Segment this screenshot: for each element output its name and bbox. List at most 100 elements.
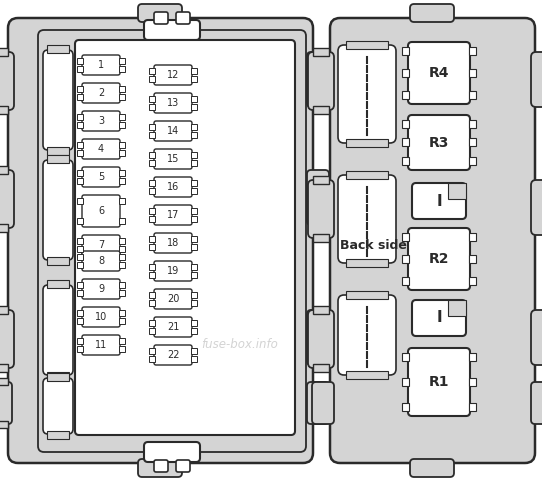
FancyBboxPatch shape (531, 382, 542, 424)
Bar (191, 264, 197, 270)
FancyBboxPatch shape (43, 285, 73, 375)
FancyBboxPatch shape (82, 195, 120, 227)
Bar (119, 318, 125, 324)
Bar (313, 48, 329, 56)
Bar (191, 104, 197, 110)
Text: 9: 9 (98, 284, 104, 294)
Text: fuse-box.info: fuse-box.info (202, 339, 279, 352)
Text: I: I (436, 310, 442, 326)
Bar (402, 277, 409, 285)
Bar (191, 348, 197, 354)
FancyBboxPatch shape (0, 52, 14, 110)
Bar (469, 233, 476, 241)
Bar (119, 178, 125, 184)
Bar (47, 45, 69, 53)
FancyBboxPatch shape (308, 180, 334, 238)
Bar (149, 264, 155, 270)
Bar (47, 280, 69, 288)
Text: R4: R4 (429, 66, 449, 80)
Bar (402, 47, 409, 55)
Bar (77, 170, 83, 176)
FancyBboxPatch shape (531, 52, 542, 107)
FancyBboxPatch shape (82, 167, 120, 187)
Bar (77, 346, 83, 352)
Bar (119, 86, 125, 92)
Text: 14: 14 (167, 126, 179, 136)
Bar (47, 372, 69, 380)
Bar (77, 290, 83, 296)
FancyBboxPatch shape (410, 4, 454, 22)
FancyBboxPatch shape (43, 50, 73, 150)
Bar (346, 139, 388, 147)
Bar (47, 257, 69, 265)
Text: R2: R2 (429, 252, 449, 266)
Text: Back side: Back side (340, 239, 407, 251)
Bar (119, 122, 125, 128)
Bar (469, 120, 476, 128)
Bar (402, 138, 409, 146)
Bar (149, 160, 155, 166)
Bar (149, 328, 155, 334)
Bar (149, 244, 155, 250)
Bar (469, 91, 476, 99)
FancyBboxPatch shape (307, 52, 329, 107)
FancyBboxPatch shape (531, 180, 542, 235)
Bar (191, 188, 197, 194)
FancyBboxPatch shape (154, 233, 192, 253)
Bar (402, 378, 409, 386)
FancyBboxPatch shape (154, 65, 192, 85)
FancyBboxPatch shape (408, 115, 470, 170)
Bar (346, 41, 388, 49)
Bar (0, 224, 8, 232)
Bar (119, 198, 125, 204)
Bar (149, 124, 155, 130)
Bar (313, 176, 329, 184)
Bar (313, 106, 329, 114)
Bar (402, 403, 409, 411)
Bar (191, 180, 197, 186)
Bar (469, 403, 476, 411)
FancyBboxPatch shape (154, 12, 168, 24)
Bar (119, 282, 125, 288)
Bar (77, 238, 83, 244)
Text: 20: 20 (167, 294, 179, 304)
Bar (402, 353, 409, 361)
Text: R1: R1 (429, 375, 449, 389)
Bar (149, 216, 155, 222)
Bar (119, 170, 125, 176)
Bar (191, 68, 197, 74)
Bar (47, 155, 69, 163)
Bar (313, 234, 329, 242)
Bar (77, 254, 83, 260)
FancyBboxPatch shape (307, 310, 329, 365)
Bar (448, 300, 466, 316)
Text: 11: 11 (95, 340, 107, 350)
Bar (149, 180, 155, 186)
Text: 5: 5 (98, 172, 104, 182)
Bar (191, 152, 197, 158)
FancyBboxPatch shape (330, 18, 535, 463)
Bar (149, 292, 155, 298)
FancyBboxPatch shape (154, 149, 192, 169)
Bar (469, 277, 476, 285)
FancyBboxPatch shape (82, 83, 120, 103)
Bar (313, 306, 329, 314)
Text: 21: 21 (167, 322, 179, 332)
Text: 13: 13 (167, 98, 179, 108)
Bar (77, 282, 83, 288)
FancyBboxPatch shape (308, 310, 334, 368)
FancyBboxPatch shape (176, 12, 190, 24)
Bar (469, 47, 476, 55)
Bar (191, 160, 197, 166)
Bar (119, 66, 125, 72)
Bar (77, 114, 83, 120)
Bar (77, 318, 83, 324)
Text: 4: 4 (98, 144, 104, 154)
FancyBboxPatch shape (154, 289, 192, 309)
Bar (0, 378, 8, 385)
Text: 17: 17 (167, 210, 179, 220)
Bar (469, 138, 476, 146)
Bar (191, 244, 197, 250)
FancyBboxPatch shape (531, 310, 542, 365)
Bar (149, 152, 155, 158)
